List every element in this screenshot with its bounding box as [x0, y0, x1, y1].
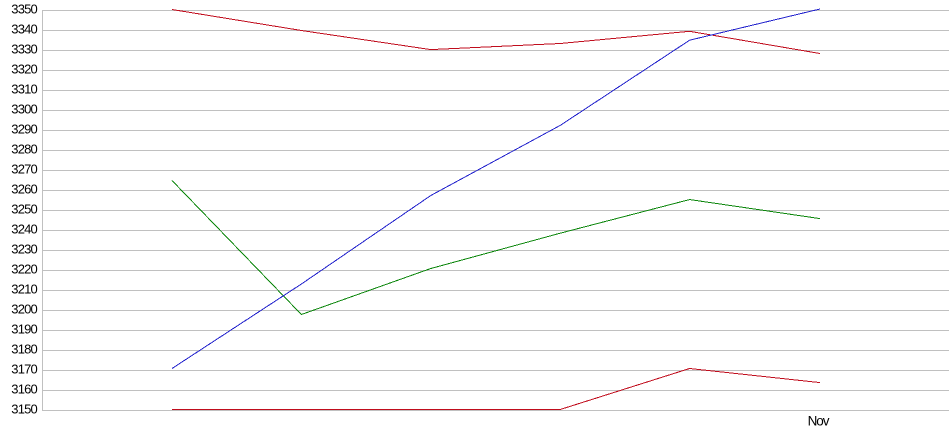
svg-text:3300: 3300 — [11, 102, 37, 117]
svg-text:3260: 3260 — [11, 182, 37, 197]
svg-text:3280: 3280 — [11, 142, 37, 157]
svg-text:3290: 3290 — [11, 122, 37, 137]
svg-text:3170: 3170 — [11, 362, 37, 377]
svg-text:3230: 3230 — [11, 242, 37, 257]
svg-text:3190: 3190 — [11, 322, 37, 337]
svg-text:3220: 3220 — [11, 262, 37, 277]
svg-text:3320: 3320 — [11, 62, 37, 77]
svg-text:3350: 3350 — [11, 2, 37, 17]
svg-text:3310: 3310 — [11, 82, 37, 97]
svg-text:3160: 3160 — [11, 382, 37, 397]
svg-text:3250: 3250 — [11, 202, 37, 217]
svg-text:3330: 3330 — [11, 42, 37, 57]
svg-text:3150: 3150 — [11, 402, 37, 417]
svg-text:3340: 3340 — [11, 22, 37, 37]
svg-text:3200: 3200 — [11, 302, 37, 317]
svg-text:3210: 3210 — [11, 282, 37, 297]
svg-text:3240: 3240 — [11, 222, 37, 237]
svg-text:3270: 3270 — [11, 162, 37, 177]
svg-text:Nov: Nov — [808, 413, 830, 428]
svg-text:3180: 3180 — [11, 342, 37, 357]
